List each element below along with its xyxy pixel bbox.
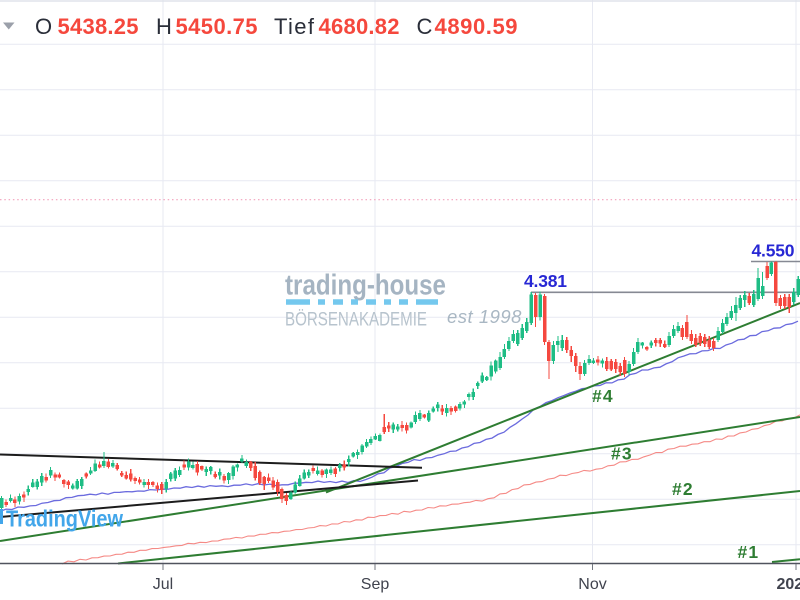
svg-text:Sep: Sep xyxy=(361,576,390,593)
svg-text:O: O xyxy=(35,14,52,39)
svg-text:4680.82: 4680.82 xyxy=(319,14,400,39)
svg-text:4.381: 4.381 xyxy=(524,271,567,291)
svg-text:H: H xyxy=(156,14,172,39)
svg-text:4.550: 4.550 xyxy=(752,241,795,261)
svg-text:#2: #2 xyxy=(672,479,694,499)
svg-text:trading-house: trading-house xyxy=(285,270,446,302)
svg-text:#4: #4 xyxy=(592,386,614,406)
svg-text:5438.25: 5438.25 xyxy=(58,14,139,39)
svg-text:#1: #1 xyxy=(738,542,760,562)
svg-text:est 1998: est 1998 xyxy=(447,306,522,327)
svg-text:TradingView: TradingView xyxy=(6,506,124,532)
svg-text:4890.59: 4890.59 xyxy=(435,14,518,39)
svg-text:2024: 2024 xyxy=(777,576,800,593)
svg-text:BÖRSENAKADEMIE: BÖRSENAKADEMIE xyxy=(285,310,427,331)
svg-text:Tief: Tief xyxy=(274,14,315,39)
svg-text:Nov: Nov xyxy=(578,576,606,593)
svg-text:#3: #3 xyxy=(611,444,633,464)
svg-text:5450.75: 5450.75 xyxy=(176,14,258,39)
svg-text:Jul: Jul xyxy=(153,576,173,593)
svg-text:C: C xyxy=(417,14,433,39)
